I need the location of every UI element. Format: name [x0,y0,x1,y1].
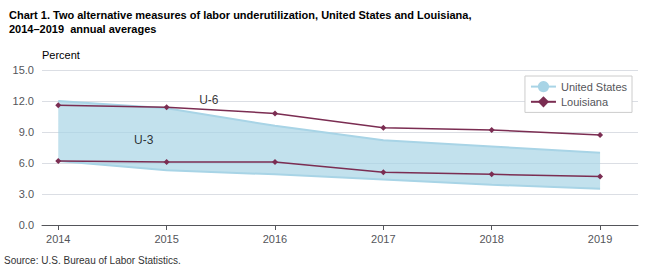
svg-text:Louisiana: Louisiana [561,96,609,108]
svg-text:2019: 2019 [588,233,612,245]
svg-text:3.0: 3.0 [19,188,34,200]
svg-text:9.0: 9.0 [19,126,34,138]
svg-text:Percent: Percent [42,49,80,61]
svg-text:U-6: U-6 [199,93,219,107]
svg-text:0.0: 0.0 [19,219,34,231]
svg-text:2014: 2014 [46,233,70,245]
svg-text:12.0: 12.0 [13,95,34,107]
svg-text:Chart 1. Two alternative measu: Chart 1. Two alternative measures of lab… [9,9,472,21]
svg-text:2018: 2018 [479,233,503,245]
svg-text:United States: United States [561,81,628,93]
svg-text:2016: 2016 [263,233,287,245]
svg-text:2015: 2015 [154,233,178,245]
svg-text:6.0: 6.0 [19,157,34,169]
svg-text:15.0: 15.0 [13,64,34,76]
svg-text:U-3: U-3 [134,133,154,147]
svg-text:2017: 2017 [371,233,395,245]
svg-text:2014–2019 annual averages: 2014–2019 annual averages [9,23,156,35]
svg-text:Source: U.S. Bureau of Labor S: Source: U.S. Bureau of Labor Statistics. [4,255,181,266]
